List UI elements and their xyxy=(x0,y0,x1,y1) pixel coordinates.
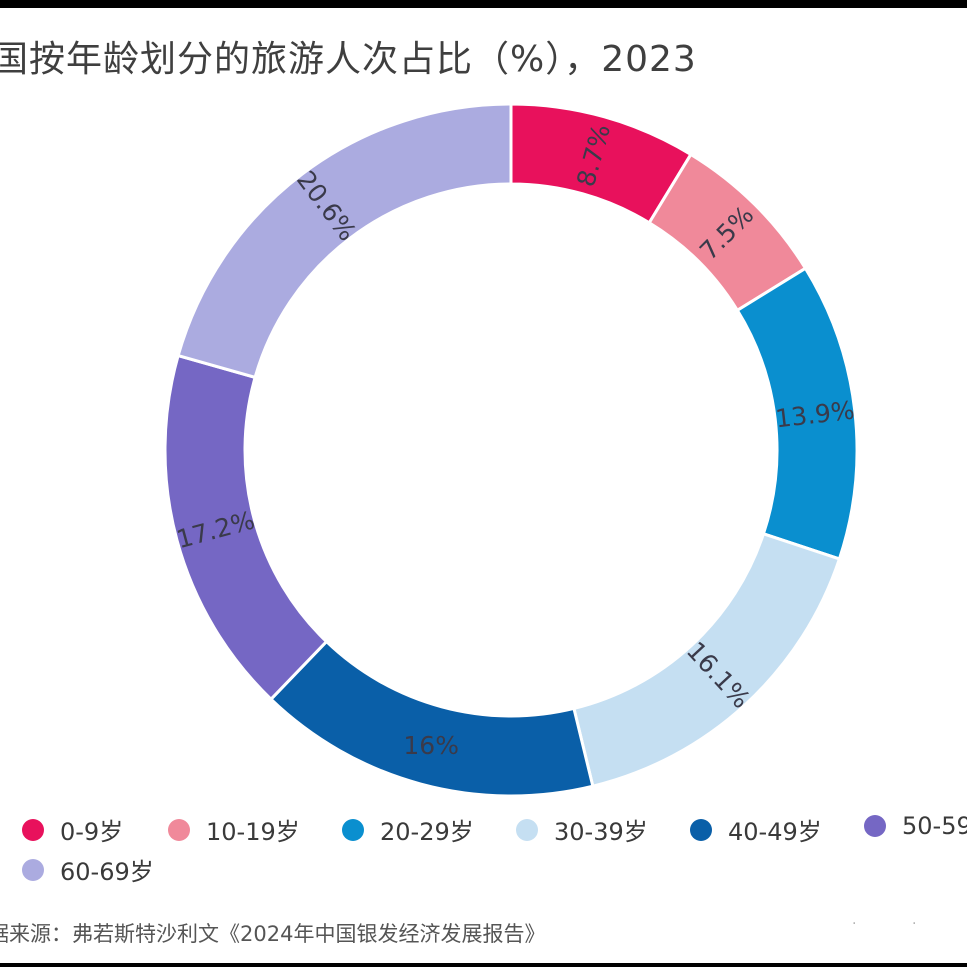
legend-label-40-49: 40-49岁 xyxy=(728,818,822,846)
top-border xyxy=(0,0,967,8)
legend-dot-10-19 xyxy=(168,818,190,841)
slice-40-49 xyxy=(268,639,595,798)
legend-row-2: 60-69岁 xyxy=(22,852,967,892)
legend-item-50-59: 50-59 xyxy=(864,812,967,840)
slice-label-40-49: 16% xyxy=(403,731,459,760)
bottom-border xyxy=(0,963,967,967)
legend-dot-20-29 xyxy=(342,818,364,841)
source-note: 据来源：弗若斯特沙利文《2024年中国银发经济发展报告》 xyxy=(0,922,546,946)
legend-item-40-49: 40-49岁 xyxy=(690,812,822,847)
legend-dot-30-39 xyxy=(516,818,538,841)
legend: 0-9岁 10-19岁 20-29岁 30-39岁 40-49岁 50-59 xyxy=(22,812,967,892)
legend-label-10-19: 10-19岁 xyxy=(206,818,300,846)
legend-item-30-39: 30-39岁 xyxy=(516,812,648,847)
legend-item-0-9: 0-9岁 xyxy=(22,812,123,847)
legend-label-30-39: 30-39岁 xyxy=(554,818,648,846)
legend-item-20-29: 20-29岁 xyxy=(342,812,474,847)
legend-dot-50-59 xyxy=(864,815,886,837)
legend-label-20-29: 20-29岁 xyxy=(380,818,474,846)
legend-label-50-59: 50-59 xyxy=(902,812,967,840)
legend-row-1: 0-9岁 10-19岁 20-29岁 30-39岁 40-49岁 50-59 xyxy=(22,812,967,852)
slice-60-69 xyxy=(176,102,513,380)
legend-item-10-19: 10-19岁 xyxy=(168,812,300,847)
legend-item-60-69: 60-69岁 xyxy=(22,852,154,887)
chart-title: 国按年龄划分的旅游人次占比（%），2023 xyxy=(0,39,697,80)
legend-label-0-9: 0-9岁 xyxy=(60,818,124,846)
corner-mark-2: · xyxy=(912,916,917,932)
legend-label-60-69: 60-69岁 xyxy=(60,858,154,886)
corner-mark-1: · xyxy=(852,916,857,932)
legend-dot-60-69 xyxy=(22,858,44,881)
legend-dot-40-49 xyxy=(690,818,712,841)
legend-dot-0-9 xyxy=(22,818,44,841)
